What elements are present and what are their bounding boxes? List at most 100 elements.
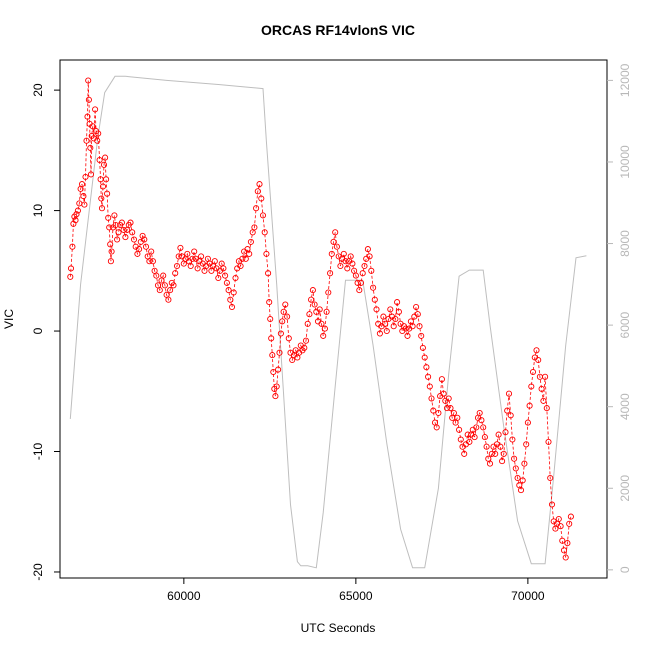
data-point [92, 106, 99, 113]
data-point [526, 402, 533, 409]
data-point [395, 308, 402, 315]
data-point [456, 426, 463, 433]
data-point [165, 296, 172, 303]
data-point [263, 250, 270, 257]
data-point [320, 332, 327, 339]
data-point [380, 313, 387, 320]
data-point [535, 356, 542, 364]
data-point [100, 161, 108, 168]
data-point [533, 347, 540, 354]
secondary-y-tick-label: 6000 [618, 311, 632, 338]
y-tick-label: 0 [31, 327, 45, 334]
data-point [268, 335, 275, 342]
data-point [483, 443, 490, 450]
data-point [194, 265, 201, 272]
data-point [67, 273, 74, 280]
data-point [557, 523, 564, 530]
data-point [529, 368, 537, 376]
data-point [349, 260, 356, 267]
data-point [540, 397, 547, 404]
data-point [227, 296, 234, 303]
data-point [172, 270, 179, 277]
data-point [254, 188, 261, 195]
data-point [430, 407, 437, 414]
data-point [141, 236, 148, 243]
x-axis: 60000 65000 70000 [167, 578, 545, 603]
secondary-y-tick-label: 12000 [618, 63, 632, 97]
primary-series-connector [69, 80, 572, 558]
data-point [337, 262, 344, 270]
data-point [177, 244, 184, 251]
data-point [492, 450, 499, 457]
data-point [543, 405, 550, 412]
secondary-y-tick-label: 10000 [618, 145, 632, 179]
data-point [354, 279, 361, 286]
data-point [366, 253, 373, 260]
data-point [304, 320, 311, 327]
data-point [111, 212, 118, 219]
data-point [538, 385, 545, 392]
data-point [323, 308, 330, 315]
data-point [548, 501, 556, 508]
y-tick-label: 20 [31, 83, 45, 97]
data-point [85, 96, 92, 103]
data-point [559, 537, 566, 544]
data-point [161, 282, 168, 289]
data-point [170, 282, 177, 289]
data-point [99, 183, 107, 190]
data-point [476, 409, 483, 417]
data-point [466, 438, 473, 445]
data-point [382, 320, 389, 327]
data-point [189, 255, 196, 262]
data-point [258, 195, 265, 202]
data-point [394, 299, 401, 306]
data-point [511, 455, 518, 462]
data-point [560, 547, 568, 554]
data-point [115, 229, 122, 236]
data-point [280, 308, 287, 315]
data-point [87, 171, 95, 178]
data-point [279, 318, 286, 325]
data-point [265, 270, 272, 277]
data-point [215, 274, 222, 282]
data-point [497, 443, 504, 450]
data-point [523, 441, 530, 448]
data-point [387, 306, 394, 313]
secondary-y-tick-label: 0 [618, 566, 632, 573]
data-point [112, 221, 119, 229]
data-point [228, 303, 236, 311]
data-point [486, 460, 494, 467]
data-point [332, 229, 339, 236]
data-point [457, 436, 464, 443]
data-point [414, 311, 421, 318]
data-point [507, 412, 514, 419]
data-point [146, 258, 153, 265]
data-point [413, 303, 420, 311]
data-point [392, 315, 399, 323]
data-point [67, 265, 75, 272]
data-point [423, 364, 430, 371]
data-point [356, 287, 363, 294]
data-point [450, 409, 457, 417]
data-point [433, 424, 440, 431]
data-point [187, 262, 194, 270]
data-point [96, 156, 103, 164]
data-point [239, 255, 246, 262]
data-point [426, 383, 433, 390]
data-point [521, 460, 528, 467]
data-point [418, 332, 425, 339]
data-point [519, 477, 526, 484]
data-point [107, 241, 114, 248]
data-point [438, 376, 445, 383]
y-tick-label: -20 [31, 563, 45, 581]
data-point [107, 258, 114, 265]
data-point [327, 270, 334, 277]
data-point [564, 540, 571, 547]
data-point [516, 482, 523, 489]
data-point [357, 279, 365, 286]
data-point [404, 332, 411, 339]
data-point [347, 253, 354, 260]
data-point [443, 405, 451, 412]
data-point [73, 211, 80, 218]
